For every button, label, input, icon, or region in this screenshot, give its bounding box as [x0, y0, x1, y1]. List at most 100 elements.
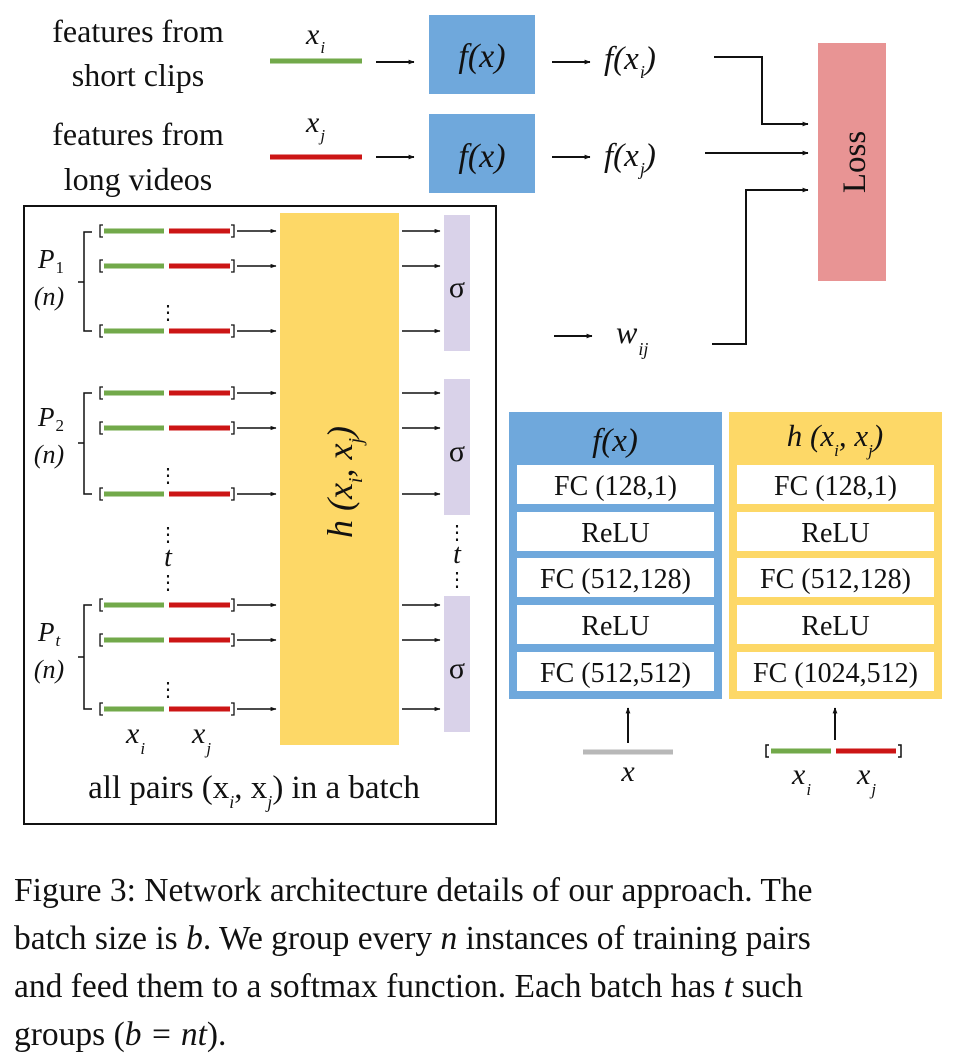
row-dots-3: ⋮ — [158, 679, 178, 701]
caption-math-b: b — [186, 920, 203, 957]
row-dots-1: ⋮ — [158, 302, 178, 324]
f-layer-label: ReLU — [581, 518, 649, 549]
f-layer-box — [517, 465, 714, 504]
pair-left-bracket — [99, 259, 103, 273]
pair-row — [99, 598, 441, 612]
sigma-dots-bottom: ⋮ — [447, 569, 467, 591]
pair-row — [99, 259, 441, 273]
svg-text:(n): (n) — [34, 440, 64, 469]
h-layer-label: FC (512,128) — [760, 564, 911, 595]
pair-left-bracket — [99, 324, 103, 338]
long-videos-label-2: long videos — [64, 161, 212, 197]
caption-line-4: groups (b = nt). — [14, 1011, 949, 1059]
f-layer-box — [517, 512, 714, 551]
fxi-to-loss-connector — [714, 56, 809, 127]
caption-line-1: Figure 3: Network architecture details o… — [14, 872, 813, 909]
top-pipeline: features from short clips features from … — [52, 13, 886, 359]
h-block-label: h (xi, xj) — [320, 426, 367, 538]
pair-right-bracket — [231, 324, 235, 338]
loss-label: Loss — [837, 131, 873, 193]
caption-line-3: and feed them to a softmax function. Eac… — [14, 963, 949, 1011]
sigma-label-1: σ — [449, 271, 465, 304]
h-layer-box — [737, 465, 934, 504]
caption-text: . We group every — [202, 920, 441, 957]
pair-row — [99, 386, 441, 400]
caption-line-2: batch size is b. We group every n instan… — [14, 915, 949, 963]
sigma-label-2: σ — [449, 435, 465, 468]
h-layer-label: ReLU — [801, 518, 869, 549]
sigma-block-3 — [444, 596, 470, 732]
short-clips-label-1: features from — [52, 13, 224, 49]
pairs-xi-label: xi — [125, 717, 145, 758]
h-network-input-left-bracket — [765, 744, 769, 758]
pair-row — [99, 421, 441, 435]
wij-label: wij — [616, 314, 648, 359]
f-layer-label: FC (512,128) — [540, 564, 691, 595]
pairs-panel: h (xi, xj) σ σ σ P1 (n) P2 (n) Pt (n) ⋮ … — [23, 205, 497, 825]
caption-text: instances of training pairs — [457, 920, 811, 957]
group-brace-2 — [78, 392, 92, 495]
h-network-frame — [729, 412, 942, 699]
f-layer-label: FC (512,512) — [540, 658, 691, 689]
long-videos-label-1: features from — [52, 116, 224, 152]
svg-text:Pt: Pt — [37, 617, 62, 650]
h-layer-label: ReLU — [801, 611, 869, 642]
pair-row — [99, 702, 441, 716]
wij-to-loss-connector — [712, 187, 809, 345]
caption-text: and feed them to a softmax function. Eac… — [14, 968, 724, 1005]
pair-right-bracket — [231, 487, 235, 501]
group-count-t: t — [164, 542, 173, 573]
loss-box — [818, 43, 886, 281]
svg-text:(n): (n) — [34, 282, 64, 311]
xi-label: xi — [305, 18, 325, 57]
row-dots-2: ⋮ — [158, 465, 178, 487]
group-label-3: Pt (n) — [34, 617, 64, 684]
h-network-layers: FC (128,1) ReLU FC (512,128) ReLU FC (1024,5… — [737, 465, 934, 691]
f-layer-label: FC (128,1) — [554, 471, 677, 502]
fx-box-long — [429, 114, 535, 193]
f-network-frame — [509, 412, 722, 699]
pair-left-bracket — [99, 702, 103, 716]
group-brace-3 — [78, 604, 92, 710]
sigma-dots-top: ⋮ — [447, 522, 467, 544]
pair-right-bracket — [231, 421, 235, 435]
sigma-block-2 — [444, 379, 470, 515]
fx-box-short-label: f(x) — [458, 38, 505, 75]
pair-right-bracket — [231, 259, 235, 273]
caption-text: batch size is — [14, 920, 187, 957]
pair-left-bracket — [99, 386, 103, 400]
f-network: f(x) FC (128,1) ReLU FC (512,128) ReLU FC (5… — [509, 412, 722, 788]
f-layer-box — [517, 558, 714, 597]
f-layer-box — [517, 605, 714, 644]
group-dots-bottom: ⋮ — [158, 572, 178, 594]
f-network-title: f(x) — [592, 423, 638, 459]
h-layer-label: FC (128,1) — [774, 471, 897, 502]
svg-text:P1: P1 — [37, 244, 64, 277]
h-layer-box — [737, 558, 934, 597]
svg-text:P2: P2 — [37, 402, 64, 435]
pair-right-bracket — [231, 702, 235, 716]
pair-left-bracket — [99, 633, 103, 647]
fxi-label: f(xi) — [604, 41, 656, 82]
pair-row — [99, 487, 441, 501]
pair-row — [99, 224, 441, 238]
f-network-input-label: x — [620, 755, 635, 788]
pair-rows — [99, 224, 441, 716]
h-block — [280, 213, 399, 745]
h-network-input-xi: xi — [791, 758, 811, 799]
f-layer-label: ReLU — [581, 611, 649, 642]
pair-left-bracket — [99, 487, 103, 501]
pair-right-bracket — [231, 224, 235, 238]
f-network-layers: FC (128,1) ReLU FC (512,128) ReLU FC (512,51… — [517, 465, 714, 691]
sigma-block-1 — [444, 215, 470, 351]
caption-text: groups ( — [14, 1016, 125, 1053]
fxj-label: f(xj) — [604, 138, 656, 179]
pairs-panel-frame — [23, 205, 497, 825]
group-dots-top: ⋮ — [158, 524, 178, 546]
caption-math-t: t — [723, 968, 734, 1005]
xj-label: xj — [305, 106, 325, 145]
caption-math-n: n — [440, 920, 458, 957]
sigma-count-t: t — [453, 539, 462, 570]
caption-math-b-eq-nt: b = nt — [124, 1016, 207, 1053]
group-label-1: P1 (n) — [34, 244, 64, 311]
